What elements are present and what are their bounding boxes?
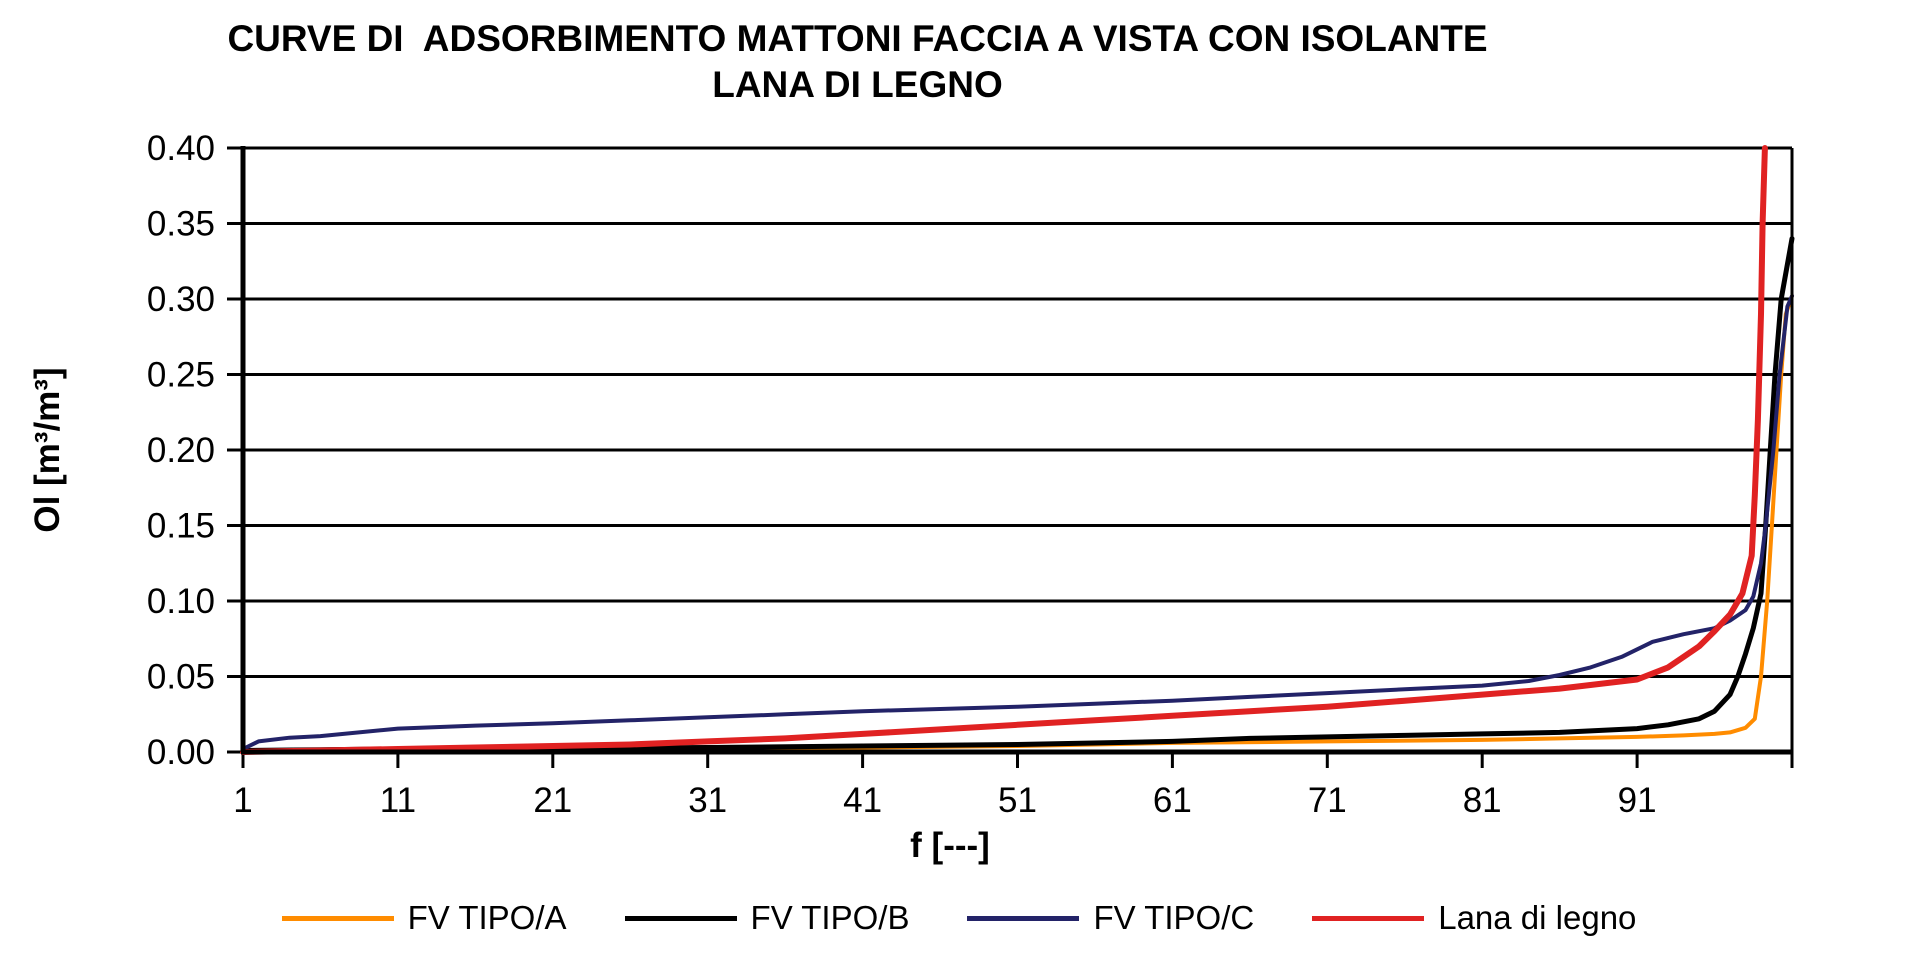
legend-item-fv-tipo-b: FV TIPO/B <box>624 898 910 938</box>
x-tick-label: 61 <box>1153 781 1192 820</box>
x-tick-label: 1 <box>233 781 252 820</box>
legend: FV TIPO/A FV TIPO/B FV TIPO/C Lana di legno <box>0 898 1918 938</box>
legend-item-fv-tipo-c: FV TIPO/C <box>967 898 1254 938</box>
legend-label: FV TIPO/A <box>407 899 567 936</box>
x-tick-label: 41 <box>843 781 882 820</box>
legend-item-fv-tipo-a: FV TIPO/A <box>281 898 567 938</box>
legend-swatch <box>1312 915 1425 921</box>
y-tick-label: 0.25 <box>147 356 215 395</box>
x-tick-label: 71 <box>1308 781 1347 820</box>
chart-title: CURVE DI ADSORBIMENTO MATTONI FACCIA A V… <box>0 16 1715 108</box>
legend-swatch <box>967 915 1080 921</box>
x-tick-label: 51 <box>998 781 1037 820</box>
x-tick-label: 31 <box>688 781 727 820</box>
series-line-lana-di-legno <box>240 145 1768 755</box>
y-tick-label: 0.10 <box>147 582 215 621</box>
x-tick-label: 11 <box>380 781 416 820</box>
y-tick-label: 0.35 <box>147 205 215 244</box>
x-tick-label: 21 <box>533 781 572 820</box>
legend-label: FV TIPO/C <box>1093 899 1255 936</box>
chart-title-line2: LANA DI LEGNO <box>712 64 1003 105</box>
y-tick-label: 0.40 <box>147 129 215 168</box>
y-tick-label: 0.00 <box>147 733 215 772</box>
legend-label: Lana di legno <box>1438 899 1637 936</box>
y-tick-label: 0.05 <box>147 658 215 697</box>
legend-swatch <box>624 915 737 921</box>
legend-label: FV TIPO/B <box>750 899 910 936</box>
x-tick-label: 91 <box>1618 781 1657 820</box>
legend-item-lana-di-legno: Lana di legno <box>1312 898 1636 938</box>
series-line-fv-tipo-c <box>241 294 1794 751</box>
y-tick-label: 0.30 <box>147 280 215 319</box>
y-tick-label: 0.15 <box>147 507 215 546</box>
legend-swatch <box>281 915 394 921</box>
x-tick-label: 81 <box>1463 781 1502 820</box>
y-tick-label: 0.20 <box>147 431 215 470</box>
chart-title-line1: CURVE DI ADSORBIMENTO MATTONI FACCIA A V… <box>227 18 1488 59</box>
x-axis-title: f [---] <box>910 826 990 865</box>
